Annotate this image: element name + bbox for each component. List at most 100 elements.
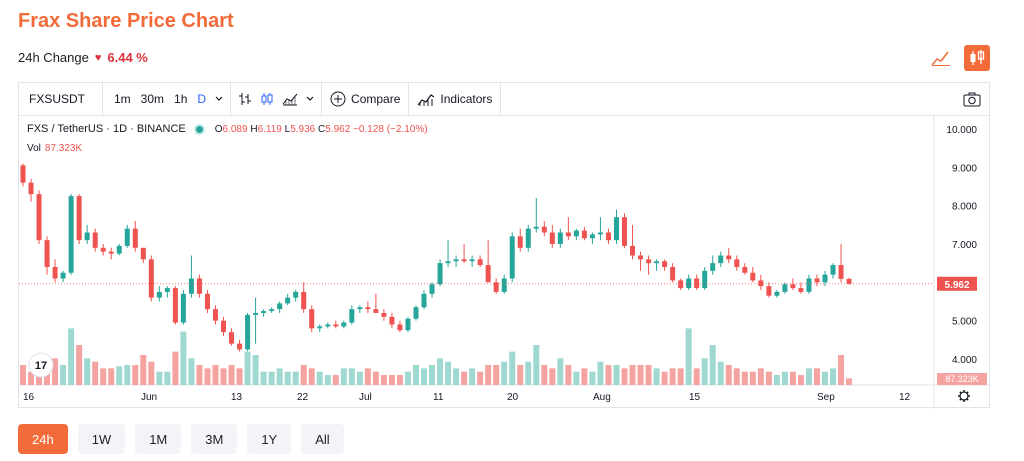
volume-bar	[741, 371, 748, 385]
candle-body	[822, 274, 828, 283]
y-tick-label: 8.000	[952, 202, 977, 213]
candle-body	[710, 263, 716, 271]
bars-style-button[interactable]	[234, 83, 256, 115]
candle-body	[405, 318, 411, 331]
range-selector: 24h 1W 1M 3M 1Y All	[18, 424, 344, 454]
candle-body	[301, 291, 307, 310]
interval-1m[interactable]: 1m	[114, 92, 131, 106]
volume-bar	[693, 368, 700, 385]
last-volume-label: 87.323K	[945, 374, 979, 384]
interval-d[interactable]: D	[197, 92, 207, 106]
candle-body	[670, 266, 676, 281]
candle-body	[269, 309, 275, 312]
candle-body	[533, 226, 539, 229]
x-tick-label: 13	[231, 392, 243, 403]
x-tick-label: 20	[507, 392, 519, 403]
line-chart-button[interactable]	[928, 45, 954, 71]
candle-body	[766, 286, 772, 296]
candle-body	[373, 309, 379, 313]
view-toggle	[928, 45, 990, 71]
interval-30m[interactable]: 30m	[140, 92, 165, 106]
candle-body	[325, 324, 331, 327]
candle-body	[413, 307, 419, 319]
candle-body	[156, 291, 162, 298]
candles-style-button[interactable]	[256, 83, 278, 115]
interval-1h[interactable]: 1h	[174, 92, 188, 106]
candle-body	[485, 265, 491, 283]
candle-chart-button[interactable]	[964, 45, 990, 71]
candle-body	[357, 307, 363, 310]
range-1y-button[interactable]: 1Y	[247, 424, 292, 454]
volume-bar	[797, 375, 804, 385]
volume-bar	[725, 365, 732, 385]
volume-bar	[533, 345, 540, 385]
interval-dropdown[interactable]	[211, 83, 227, 115]
last-price-label: 5.962	[944, 280, 969, 291]
candle-body	[646, 259, 652, 264]
price-chart[interactable]: 10.0009.0008.0007.0006.0005.0004.00016Ju…	[19, 83, 991, 409]
volume-bar	[717, 361, 724, 385]
candle-body	[798, 288, 804, 292]
candle-body	[525, 228, 531, 248]
page-title: Frax Share Price Chart	[18, 10, 234, 32]
volume-bar	[501, 361, 508, 385]
volume-bar	[789, 371, 796, 385]
candle-body	[349, 309, 355, 323]
candle-body	[622, 217, 627, 246]
volume-bar	[805, 368, 812, 385]
candle-body	[581, 230, 587, 239]
volume-bar	[292, 371, 299, 385]
volume-bar	[846, 378, 853, 385]
candle-body	[461, 259, 467, 262]
volume-bar	[549, 368, 556, 385]
symbol-search[interactable]: FXSUSDT	[19, 83, 103, 115]
candle-body	[92, 232, 98, 248]
chevron-down-icon	[306, 96, 314, 101]
volume-bar	[781, 371, 788, 385]
candle-body	[116, 245, 122, 254]
candle-body	[846, 278, 852, 284]
x-tick-label: Jul	[359, 392, 372, 403]
volume-bar	[629, 365, 636, 385]
candle-body	[565, 232, 571, 237]
settings-icon-tooth	[959, 391, 962, 394]
volume-bar	[20, 365, 26, 385]
candle-body	[381, 312, 387, 317]
change-value: 6.44 %	[107, 50, 148, 65]
toolbar-divider	[408, 83, 410, 115]
volume-bar	[653, 368, 660, 385]
compare-button[interactable]: Compare	[325, 83, 405, 115]
indicators-button[interactable]: Indicators	[412, 83, 497, 115]
area-style-button[interactable]	[278, 83, 302, 115]
candle-body	[453, 259, 459, 262]
volume-bar	[140, 355, 147, 385]
volume-legend: Vol 87.323K	[27, 143, 83, 154]
range-24h-button[interactable]: 24h	[18, 424, 68, 454]
range-1w-button[interactable]: 1W	[77, 424, 126, 454]
snapshot-button[interactable]	[963, 83, 989, 115]
volume-bar	[493, 365, 500, 385]
candle-body	[750, 272, 756, 281]
range-3m-button[interactable]: 3M	[191, 424, 238, 454]
volume-bar	[597, 361, 604, 385]
volume-bar	[300, 365, 307, 385]
volume-bar	[364, 368, 371, 385]
candle-body	[517, 236, 523, 248]
volume-bar	[44, 371, 51, 385]
change-label: 24h Change	[18, 50, 89, 65]
style-dropdown[interactable]	[302, 83, 318, 115]
range-1m-button[interactable]: 1M	[135, 424, 182, 454]
indicators-label: Indicators	[440, 92, 493, 106]
volume-bar	[380, 375, 387, 385]
volume-bar	[453, 368, 460, 385]
volume-bar	[252, 355, 259, 385]
volume-bar	[445, 361, 452, 385]
volume-bar	[68, 328, 75, 385]
candle-body	[429, 284, 435, 294]
candle-body	[132, 228, 138, 248]
volume-bar	[348, 368, 355, 385]
volume-bar	[565, 365, 572, 385]
settings-icon-tooth	[966, 391, 969, 394]
volume-bar	[541, 365, 548, 385]
range-all-button[interactable]: All	[301, 424, 344, 454]
